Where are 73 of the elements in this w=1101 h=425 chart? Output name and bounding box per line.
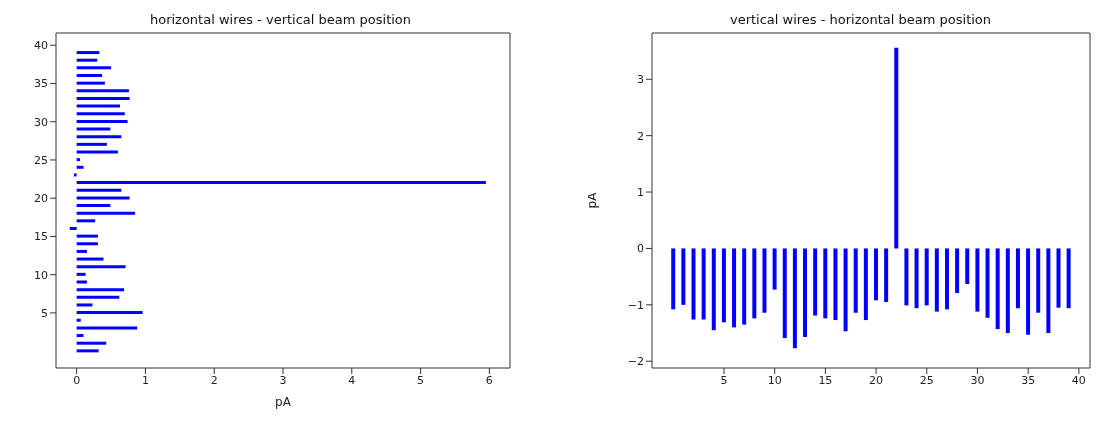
x-tick-label: 2 [210, 373, 218, 387]
bar [76, 280, 87, 284]
bar [76, 349, 99, 353]
y-tick-label: −2 [627, 355, 644, 369]
bar [76, 219, 96, 223]
bar [76, 295, 120, 299]
x-tick-label: 30 [970, 373, 985, 387]
bar [76, 204, 111, 208]
bar [76, 51, 100, 55]
bar [76, 211, 136, 215]
x-tick-label: 10 [767, 373, 782, 387]
bar [76, 249, 87, 253]
bar [76, 112, 125, 116]
bar [76, 311, 143, 315]
bar [76, 81, 105, 85]
bar [76, 158, 81, 162]
bar [76, 165, 84, 169]
bar [76, 127, 111, 131]
bar [76, 135, 122, 139]
x-tick-label: 1 [141, 373, 149, 387]
y-tick-label: 35 [34, 77, 48, 91]
bar [69, 226, 77, 230]
bar [76, 119, 128, 123]
y-axis-title: pA [585, 191, 600, 209]
y-tick-label: 1 [637, 185, 644, 199]
bar [76, 303, 93, 307]
bar [76, 334, 84, 338]
bar [76, 341, 107, 345]
bar [73, 173, 77, 177]
bar [76, 318, 81, 322]
x-tick-label: 40 [1071, 373, 1086, 387]
bar [76, 66, 112, 70]
y-tick-label: 20 [34, 192, 48, 206]
bar [76, 265, 126, 269]
y-tick-label: 0 [637, 242, 644, 256]
bar [76, 74, 103, 78]
bar [76, 58, 98, 62]
y-tick-label: 15 [34, 230, 48, 244]
bar [76, 234, 98, 238]
y-tick-label: 10 [34, 268, 48, 282]
bar [76, 181, 486, 185]
x-tick-label: 3 [279, 373, 287, 387]
x-tick-label: 35 [1021, 373, 1036, 387]
y-tick-label: 3 [637, 73, 644, 87]
x-tick-label: 5 [720, 373, 728, 387]
y-tick-label: 25 [34, 153, 48, 167]
bar [76, 188, 122, 192]
x-tick-label: 20 [869, 373, 884, 387]
x-tick-label: 25 [919, 373, 934, 387]
x-tick-label: 15 [818, 373, 833, 387]
bar [76, 257, 104, 261]
x-tick-label: 5 [417, 373, 425, 387]
bar [76, 104, 120, 108]
y-tick-label: 2 [637, 129, 644, 143]
y-tick-label: 40 [34, 39, 48, 53]
bar [76, 242, 98, 246]
chart-title: vertical wires - horizontal beam position [728, 12, 993, 27]
chart-title: horizontal wires - vertical beam position [148, 12, 413, 27]
bar [76, 272, 86, 276]
bar [76, 89, 129, 93]
x-axis-title: pA [275, 395, 292, 409]
bar [76, 96, 130, 100]
x-tick-label: 0 [73, 373, 81, 387]
bar [76, 326, 138, 330]
bar [76, 150, 118, 154]
x-tick-label: 6 [485, 373, 493, 387]
y-tick-label: −1 [627, 298, 644, 312]
y-tick-label: 5 [41, 306, 48, 320]
y-tick-label: 30 [34, 115, 48, 129]
bar [76, 142, 107, 146]
x-tick-label: 4 [348, 373, 356, 387]
bar [76, 288, 125, 292]
bar [76, 196, 130, 200]
